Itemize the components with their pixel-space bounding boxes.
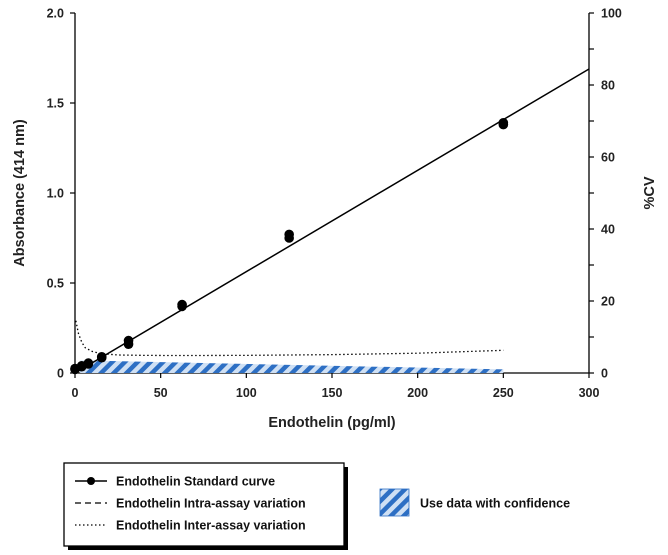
y-left-axis-ticks: 0 0.5 1.0 1.5 2.0 [47, 7, 75, 381]
y-right-tick-label: 100 [601, 7, 622, 21]
legend-intra-assay-label: Endothelin Intra-assay variation [116, 497, 306, 511]
inter-assay-variation-series [75, 320, 504, 357]
standard-curve-fit [74, 68, 590, 374]
y-right-tick-label: 0 [601, 367, 608, 381]
x-tick-label: 100 [236, 386, 257, 400]
y-right-tick-label: 60 [601, 151, 615, 165]
x-tick-label: 50 [154, 386, 168, 400]
confidence-area [80, 360, 504, 373]
x-tick-label: 300 [579, 386, 600, 400]
legend: Endothelin Standard curve Endothelin Int… [63, 462, 348, 550]
confidence-key-label: Use data with confidence [420, 497, 570, 511]
y-left-tick-label: 1.0 [47, 187, 64, 201]
confidence-key-swatch [379, 488, 410, 517]
standard-curve-point [123, 339, 134, 350]
standard-curve-line [74, 68, 590, 374]
y-right-tick-label: 40 [601, 223, 615, 237]
standard-curve-point [96, 352, 107, 363]
standard-curve-point [83, 358, 94, 368]
x-tick-label: 250 [493, 386, 514, 400]
standard-curve-point [498, 119, 509, 130]
y-left-tick-label: 0 [57, 367, 64, 381]
y-right-tick-label: 20 [601, 295, 615, 309]
legend-standard-curve-marker [87, 477, 95, 485]
standard-curve-points [70, 118, 509, 375]
x-tick-label: 150 [322, 386, 343, 400]
inter-assay-line [75, 320, 504, 357]
legend-frame [63, 462, 345, 547]
confidence-area-fill [80, 360, 504, 373]
y-right-axis-ticks: 0 20 40 60 80 100 [589, 7, 622, 381]
confidence-key: Use data with confidence [379, 488, 570, 517]
standard-curve-point [284, 233, 294, 243]
legend-standard-curve-label: Endothelin Standard curve [116, 475, 275, 489]
y-left-tick-label: 2.0 [47, 7, 64, 21]
y-left-tick-label: 0.5 [47, 277, 64, 291]
legend-inter-assay-label: Endothelin Inter-assay variation [116, 519, 306, 533]
y-left-axis-title: Absorbance (414 nm) [12, 119, 28, 267]
x-axis-title: Endothelin (pg/ml) [268, 415, 395, 431]
y-left-tick-label: 1.5 [47, 97, 64, 111]
x-tick-label: 200 [407, 386, 428, 400]
x-axis-ticks: 0 50 100 150 200 250 300 [72, 373, 600, 400]
y-right-axis-title: %CV [642, 176, 658, 209]
standard-curve-point [177, 301, 187, 312]
y-right-tick-label: 80 [601, 79, 615, 93]
x-tick-label: 0 [72, 386, 79, 400]
